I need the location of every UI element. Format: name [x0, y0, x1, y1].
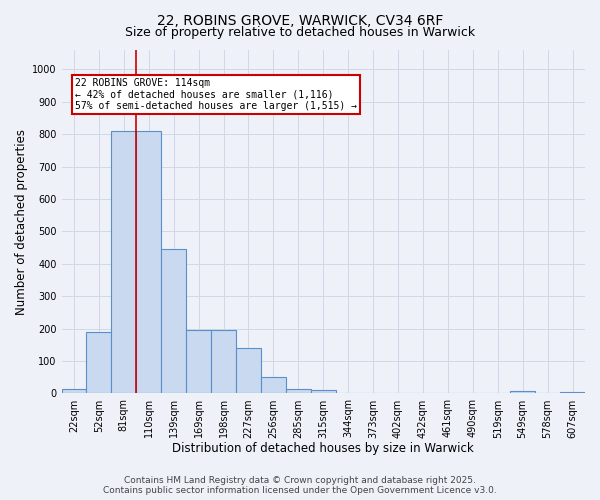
Bar — [236, 348, 261, 394]
Bar — [261, 378, 286, 394]
Bar — [186, 330, 211, 394]
Bar — [161, 250, 186, 394]
Text: 22 ROBINS GROVE: 114sqm
← 42% of detached houses are smaller (1,116)
57% of semi: 22 ROBINS GROVE: 114sqm ← 42% of detache… — [75, 78, 357, 110]
Text: Contains HM Land Registry data © Crown copyright and database right 2025.
Contai: Contains HM Land Registry data © Crown c… — [103, 476, 497, 495]
Y-axis label: Number of detached properties: Number of detached properties — [15, 128, 28, 314]
Bar — [86, 332, 112, 394]
Bar — [211, 330, 236, 394]
Bar — [112, 131, 136, 394]
Bar — [286, 390, 311, 394]
Bar — [560, 392, 585, 394]
Text: Size of property relative to detached houses in Warwick: Size of property relative to detached ho… — [125, 26, 475, 39]
Bar — [136, 131, 161, 394]
Text: 22, ROBINS GROVE, WARWICK, CV34 6RF: 22, ROBINS GROVE, WARWICK, CV34 6RF — [157, 14, 443, 28]
Bar — [311, 390, 336, 394]
X-axis label: Distribution of detached houses by size in Warwick: Distribution of detached houses by size … — [172, 442, 474, 455]
Bar — [62, 388, 86, 394]
Bar — [510, 391, 535, 394]
